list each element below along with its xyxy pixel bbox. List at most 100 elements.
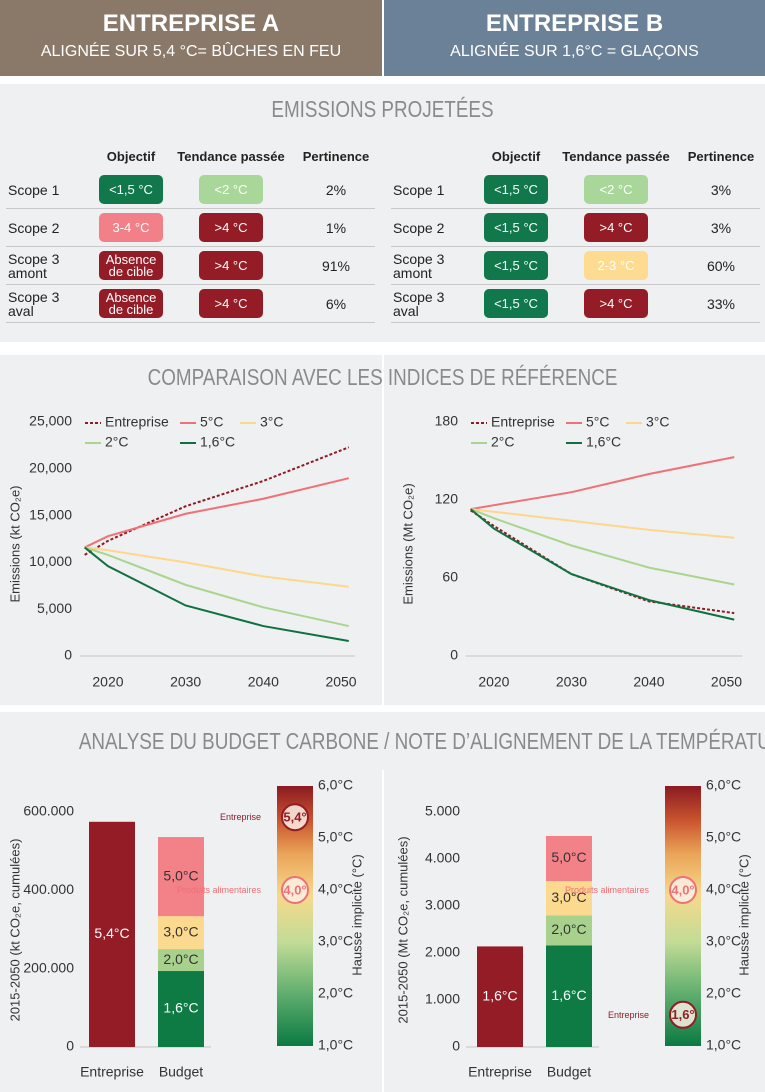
x-tick-label: Entreprise: [80, 1064, 144, 1080]
bar-segment: [158, 837, 204, 917]
bar-segment: [158, 949, 204, 972]
bar-segment: [158, 971, 204, 1047]
segment-label: 5,0°C: [163, 867, 198, 883]
section-title-text: ANALYSE DU BUDGET CARBONE / NOTE D’ALIGN…: [78, 728, 765, 754]
marker-name: Produits alimentaires: [176, 885, 261, 895]
series-line: [470, 508, 735, 539]
pertinence: 2%: [325, 181, 347, 198]
scope-label: Scope 2: [8, 219, 60, 236]
segment-label: 5,4°C: [94, 925, 129, 941]
pertinence: 60%: [706, 257, 736, 274]
y-tick-label: 120: [435, 491, 459, 507]
segment-label: 1,6°C: [551, 987, 586, 1003]
table-row: Scope 1 <1,5 °C <2 °C 3%: [391, 171, 760, 209]
marker-label: 1,6°: [671, 1007, 694, 1022]
segment-label: 1,6°C: [163, 1000, 198, 1016]
table-row: Scope 3 amont <1,5 °C 2-3 °C 60%: [391, 247, 760, 285]
y-axis-label: 2015-2050 (Mt CO₂e, cumulées): [395, 836, 410, 1023]
pertinence: 91%: [321, 257, 351, 274]
segment-label: 3,0°C: [163, 923, 198, 939]
company-subtitle: ALIGNÉE SUR 1,6°C = GLAÇONS: [450, 43, 699, 60]
badge: >4 °C: [584, 213, 648, 242]
legend-label: Entreprise: [105, 414, 169, 430]
bar-segment: [477, 946, 523, 1047]
series-line: [470, 508, 735, 621]
y-tick-label: 4.000: [425, 850, 460, 866]
bar-segment: [546, 915, 592, 946]
y-tick-label: 5,000: [37, 600, 72, 616]
marker-circle: [669, 1000, 697, 1029]
y-tick-label: 20,000: [29, 460, 72, 476]
x-tick-label: 2040: [248, 674, 279, 690]
y-axis-label: Emissions (Mt CO₂e): [400, 483, 415, 604]
section-title: ANALYSE DU BUDGET CARBONE / NOTE D’ALIGN…: [0, 728, 765, 755]
y-tick-label: 25,000: [29, 413, 72, 429]
gauge-tick-label: 4,0°C: [706, 881, 741, 897]
y-tick-label: 0: [64, 647, 72, 663]
marker-circle: [669, 876, 697, 904]
x-tick-label: 2020: [478, 674, 509, 690]
section-title-text: EMISSIONS PROJETÉES: [271, 96, 494, 122]
marker-name: Entreprise: [607, 1009, 649, 1020]
badge: 3-4 °C: [99, 213, 163, 242]
x-tick-label: Entreprise: [468, 1064, 532, 1080]
badge: Absence de cible: [99, 251, 163, 280]
gauge-tick-label: 3,0°C: [706, 933, 741, 949]
company-header: ENTREPRISE B ALIGNÉE SUR 1,6°C = GLAÇONS: [384, 0, 765, 76]
y-tick-label: 2.000: [425, 944, 460, 960]
badge: <2 °C: [584, 175, 648, 204]
table-row: Scope 3 aval <1,5 °C >4 °C 33%: [391, 285, 760, 323]
column-header: Objectif: [491, 149, 541, 164]
x-tick-label: 2040: [633, 674, 664, 690]
table-row: Scope 2 3-4 °C >4 °C 1%: [6, 209, 375, 247]
segment-label: 2,0°C: [163, 951, 198, 967]
segment-label: 2,0°C: [551, 921, 586, 937]
section-title: EMISSIONS PROJETÉES: [0, 96, 765, 123]
column-header: Pertinence: [687, 149, 755, 164]
y-tick-label: 10,000: [29, 553, 72, 569]
series-line: [470, 456, 735, 511]
scope-label: Scope 1: [393, 181, 445, 198]
segment-label: 1,6°C: [482, 987, 517, 1003]
badge: <1,5 °C: [484, 289, 548, 318]
series-line: [470, 508, 735, 586]
legend-label: 3°C: [646, 414, 670, 430]
bar-segment: [546, 881, 592, 916]
marker-label: 5,4°: [283, 810, 306, 825]
column-header: Pertinence: [302, 149, 370, 164]
gauge-tick-label: 5,0°C: [318, 829, 353, 845]
legend-label: 5°C: [200, 414, 224, 430]
badge: >4 °C: [199, 289, 263, 318]
badge: <1,5 °C: [484, 251, 548, 280]
bar-segment: [158, 916, 204, 950]
gauge-tick-label: 2,0°C: [706, 985, 741, 1001]
pertinence: 33%: [706, 295, 736, 312]
pertinence: 1%: [325, 219, 347, 236]
table: Objectif Tendance passée Pertinence Scope 1…: [391, 145, 760, 325]
bar-segment: [546, 835, 592, 882]
y-tick-label: 600.000: [23, 803, 74, 819]
column-header: Tendance passée: [562, 149, 670, 164]
gauge-tick-label: 6,0°C: [706, 777, 741, 793]
company-subtitle: ALIGNÉE SUR 5,4 °C= BÛCHES EN FEU: [40, 43, 342, 60]
marker-name: Entreprise: [219, 812, 261, 823]
x-tick-label: Budget: [159, 1064, 203, 1080]
segment-label: 5,0°C: [551, 849, 586, 865]
x-tick-label: 2030: [556, 674, 587, 690]
series-line: [84, 546, 349, 628]
legend-label: 1,6°C: [200, 434, 235, 450]
y-tick-label: 0: [450, 647, 458, 663]
bar-segment: [89, 821, 135, 1047]
marker-circle: [281, 803, 309, 832]
x-tick-label: 2020: [92, 674, 123, 690]
badge: >4 °C: [199, 213, 263, 242]
series-line: [84, 546, 349, 643]
scope-label: Scope 1: [8, 181, 60, 198]
marker-name-box: Produits alimentaires: [176, 885, 261, 895]
badge: <2 °C: [199, 175, 263, 204]
y-tick-label: 0: [452, 1038, 460, 1054]
column-header: Objectif: [106, 149, 156, 164]
legend-label: 1,6°C: [586, 434, 621, 450]
table-row: Scope 3 aval Absence de cible >4 °C 6%: [6, 285, 375, 323]
